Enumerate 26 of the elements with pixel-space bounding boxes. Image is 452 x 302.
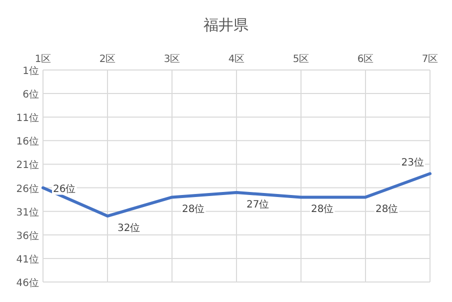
y-tick-label: 46位 — [16, 277, 39, 289]
x-tick-label: 2区 — [99, 54, 116, 65]
data-label: 23位 — [401, 156, 424, 169]
y-tick-label: 21位 — [16, 159, 39, 172]
chart-title: 福井県 — [204, 16, 248, 34]
y-tick-label: 16位 — [16, 136, 39, 148]
data-label: 28位 — [182, 203, 205, 216]
y-tick-label: 6位 — [22, 88, 39, 101]
y-tick-label: 36位 — [16, 230, 39, 242]
x-tick-label: 5区 — [292, 54, 310, 65]
x-tick-label: 6区 — [357, 54, 374, 65]
x-tick-label: 7区 — [422, 54, 438, 65]
data-label: 32位 — [118, 222, 140, 234]
x-tick-label: 1区 — [34, 54, 52, 65]
line-series — [42, 172, 432, 218]
y-tick-label: 26位 — [16, 182, 39, 195]
y-tick-label: 41位 — [16, 253, 39, 266]
data-label: 28位 — [376, 203, 398, 216]
x-tick-label: 4区 — [228, 54, 245, 65]
x-tick-label: 3区 — [164, 54, 180, 65]
y-tick-label: 11位 — [16, 112, 39, 124]
y-tick-label: 1位 — [22, 65, 39, 77]
data-label: 27位 — [246, 198, 270, 210]
data-label: 28位 — [311, 203, 334, 216]
y-tick-label: 31位 — [16, 206, 39, 218]
data-label: 26位 — [53, 182, 76, 195]
